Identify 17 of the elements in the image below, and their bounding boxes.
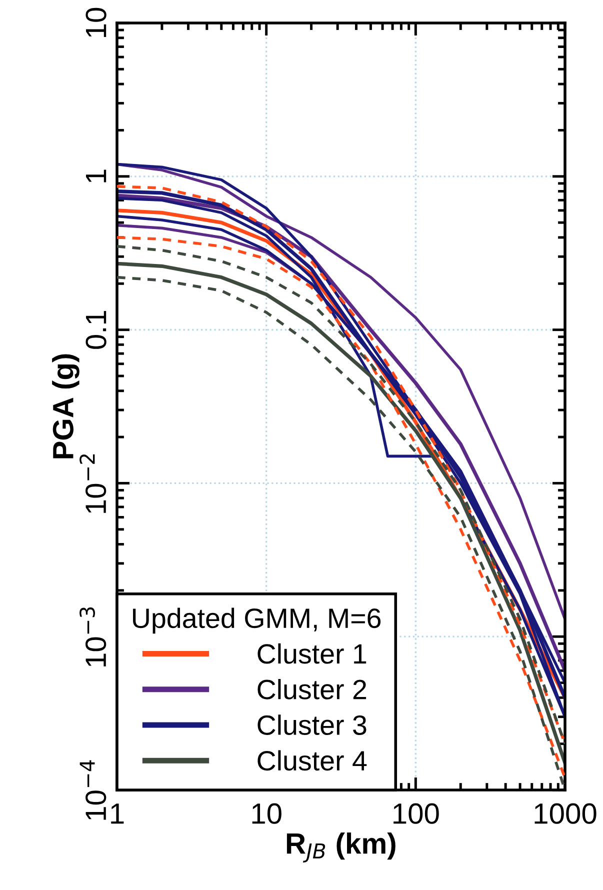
x-axis-title: R$_{JB}$ (km) — [286, 832, 396, 862]
y-tick-label: 10$^{−3}$ — [80, 607, 106, 666]
legend-label: Cluster 1 — [258, 643, 366, 664]
y-tick-label: 1 — [86, 170, 106, 182]
x-tick-label: 100 — [394, 803, 439, 824]
legend-title: Updated GMM, M=6 — [133, 608, 381, 634]
legend-label: Cluster 4 — [258, 750, 367, 771]
legend-label: Cluster 2 — [258, 678, 366, 700]
x-tick-label: 1 — [111, 804, 124, 824]
legend-label: Cluster 3 — [258, 714, 366, 736]
y-tick-label: 10$^{−2}$ — [80, 454, 106, 513]
y-axis-title: PGA (g) — [52, 354, 80, 458]
y-tick-label: 10 — [86, 8, 106, 37]
y-tick-label: 10$^{−4}$ — [80, 760, 106, 820]
x-tick-label: 1000 — [534, 803, 596, 824]
y-tick-label: 0.1 — [86, 310, 106, 349]
x-tick-label: 10 — [252, 803, 282, 824]
